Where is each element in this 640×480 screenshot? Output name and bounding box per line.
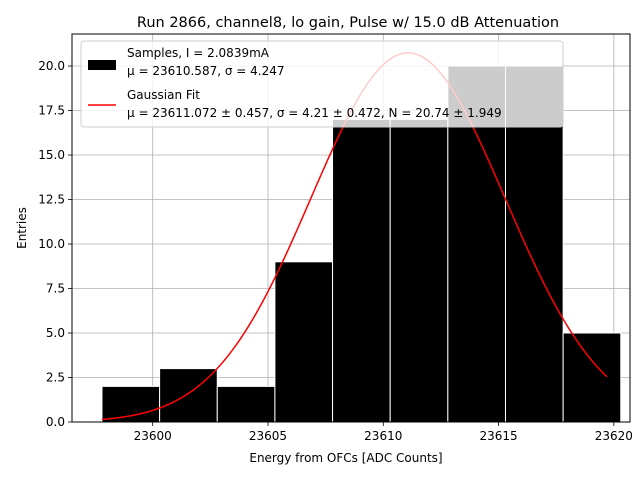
histogram-bar bbox=[274, 261, 334, 423]
y-tick-label: 12.5 bbox=[38, 193, 65, 207]
chart-title: Run 2866, channel8, lo gain, Pulse w/ 15… bbox=[137, 15, 559, 31]
y-tick-label: 17.5 bbox=[38, 104, 65, 118]
x-tick-label: 23610 bbox=[364, 429, 402, 443]
legend-hist-stats: μ = 23610.587, σ = 4.247 bbox=[127, 64, 284, 78]
y-tick-label: 10.0 bbox=[38, 237, 65, 251]
legend-hist-label: Samples, I = 2.0839mA bbox=[127, 46, 270, 60]
legend-box bbox=[80, 40, 564, 128]
y-tick-label: 7.5 bbox=[46, 282, 65, 296]
histogram-bar bbox=[216, 385, 276, 423]
legend-fit-stats: μ = 23611.072 ± 0.457, σ = 4.21 ± 0.472,… bbox=[127, 106, 502, 120]
x-axis-ticks: 23600 23605 23610 23615 23620 bbox=[134, 422, 633, 443]
x-tick-label: 23615 bbox=[479, 429, 517, 443]
plot-frame bbox=[71, 33, 631, 423]
y-tick-label: 20.0 bbox=[38, 59, 65, 73]
y-axis-ticks: 0.0 2.5 5.0 7.5 10.0 12.5 15.0 17.5 20.0 bbox=[38, 59, 72, 429]
histogram-bar bbox=[101, 385, 161, 423]
x-axis-label: Energy from OFCs [ADC Counts] bbox=[249, 451, 442, 465]
x-tick-label: 23605 bbox=[249, 429, 287, 443]
histogram-bar bbox=[389, 118, 449, 423]
y-tick-label: 5.0 bbox=[46, 326, 65, 340]
x-tick-label: 23600 bbox=[134, 429, 172, 443]
x-tick-label: 23620 bbox=[595, 429, 633, 443]
y-axis-label: Entries bbox=[15, 207, 29, 249]
legend: Samples, I = 2.0839mA μ = 23610.587, σ =… bbox=[80, 40, 564, 128]
y-tick-label: 2.5 bbox=[46, 371, 65, 385]
y-tick-label: 0.0 bbox=[46, 415, 65, 429]
y-tick-label: 15.0 bbox=[38, 148, 65, 162]
histogram-bar bbox=[332, 118, 391, 423]
legend-fit-label: Gaussian Fit bbox=[127, 88, 200, 102]
legend-hist-swatch bbox=[88, 60, 116, 70]
histogram-bar bbox=[562, 332, 622, 423]
